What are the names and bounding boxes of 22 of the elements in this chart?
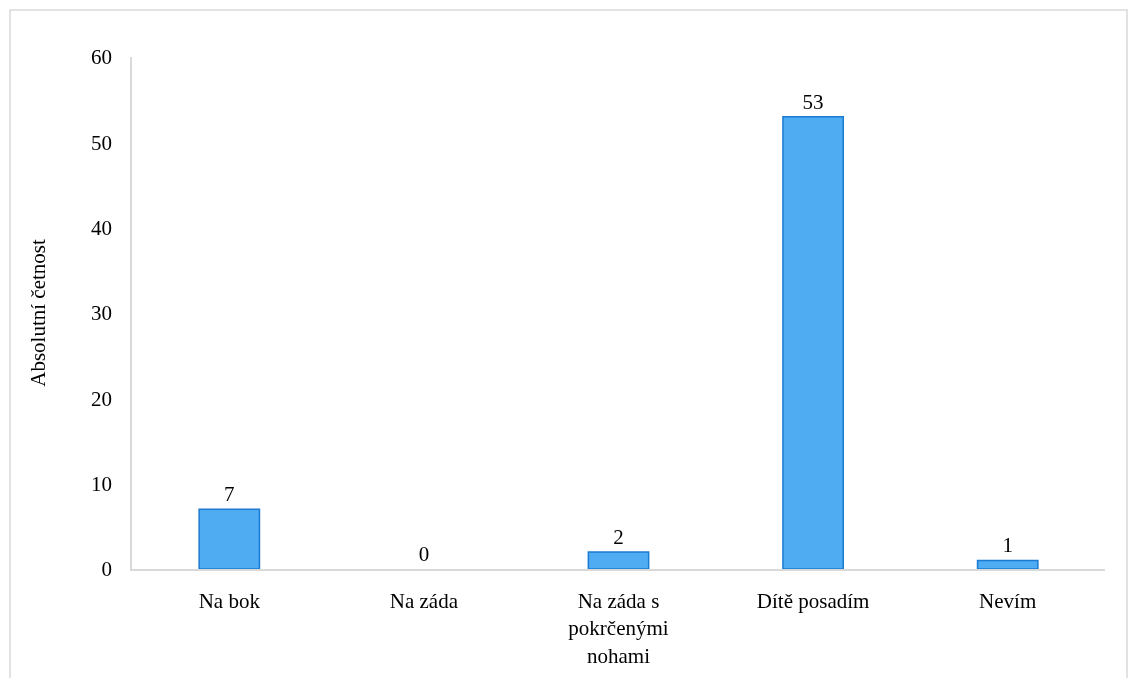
- bar: [198, 508, 261, 569]
- x-tick-label: Dítě posadím: [756, 588, 870, 613]
- data-label: 2: [613, 524, 624, 549]
- bar: [782, 115, 845, 569]
- data-label: 1: [1002, 533, 1013, 558]
- y-tick-label: 0: [101, 557, 113, 582]
- y-tick-label: 60: [91, 45, 113, 70]
- x-tick-label: Na bok: [198, 588, 261, 613]
- y-tick-label: 40: [91, 216, 113, 241]
- x-tick-label: Nevím: [979, 588, 1037, 613]
- data-label: 7: [224, 482, 235, 507]
- y-tick-label: 10: [91, 472, 113, 497]
- x-tick-label: Na záda: [389, 588, 459, 613]
- y-tick-label: 30: [91, 301, 113, 326]
- x-tick-label: Na záda s pokrčenými nohami: [568, 588, 669, 668]
- y-tick-label: 50: [91, 130, 113, 155]
- y-axis-title: Absolutní četnost: [25, 239, 50, 387]
- y-tick-label: 20: [91, 386, 113, 411]
- bar: [587, 551, 650, 569]
- data-label: 0: [418, 542, 430, 566]
- bar: [976, 559, 1039, 569]
- data-label: 53: [802, 89, 824, 114]
